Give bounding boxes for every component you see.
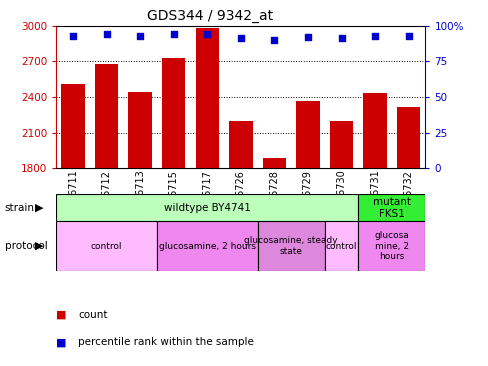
Bar [228, 121, 252, 168]
Point [404, 33, 412, 38]
Bar [296, 101, 319, 168]
Text: ▶: ▶ [35, 241, 43, 251]
Text: ■: ■ [56, 337, 66, 347]
Text: ▶: ▶ [35, 203, 43, 213]
Bar [61, 84, 84, 168]
Text: percentile rank within the sample: percentile rank within the sample [78, 337, 254, 347]
Point [203, 31, 211, 37]
Point [236, 36, 244, 41]
Point [337, 36, 345, 41]
Bar [162, 58, 185, 168]
Point [102, 31, 110, 37]
Text: glucosamine, 2 hours: glucosamine, 2 hours [159, 242, 255, 251]
Text: ■: ■ [56, 310, 66, 320]
Bar [56, 194, 358, 221]
Bar [358, 221, 425, 271]
Point [270, 37, 278, 43]
Bar [363, 93, 386, 168]
Bar [262, 158, 285, 168]
Point [370, 33, 378, 38]
Bar [358, 194, 425, 221]
Text: GDS344 / 9342_at: GDS344 / 9342_at [147, 9, 273, 23]
Bar [324, 221, 358, 271]
Text: control: control [91, 242, 122, 251]
Text: count: count [78, 310, 107, 320]
Bar [396, 107, 420, 168]
Text: mutant
FKS1: mutant FKS1 [372, 197, 410, 219]
Text: wildtype BY4741: wildtype BY4741 [163, 203, 250, 213]
Bar [95, 64, 118, 168]
Point [169, 31, 177, 37]
Bar [56, 221, 157, 271]
Text: protocol: protocol [5, 241, 47, 251]
Text: glucosamine, steady
state: glucosamine, steady state [244, 236, 337, 256]
Point [69, 33, 77, 38]
Text: control: control [325, 242, 357, 251]
Text: strain: strain [5, 203, 35, 213]
Bar [257, 221, 324, 271]
Point [304, 34, 311, 40]
Point [136, 33, 144, 38]
Bar [329, 121, 352, 168]
Bar [195, 28, 219, 168]
Bar [157, 221, 257, 271]
Bar [128, 92, 152, 168]
Text: glucosa
mine, 2
hours: glucosa mine, 2 hours [374, 231, 408, 261]
